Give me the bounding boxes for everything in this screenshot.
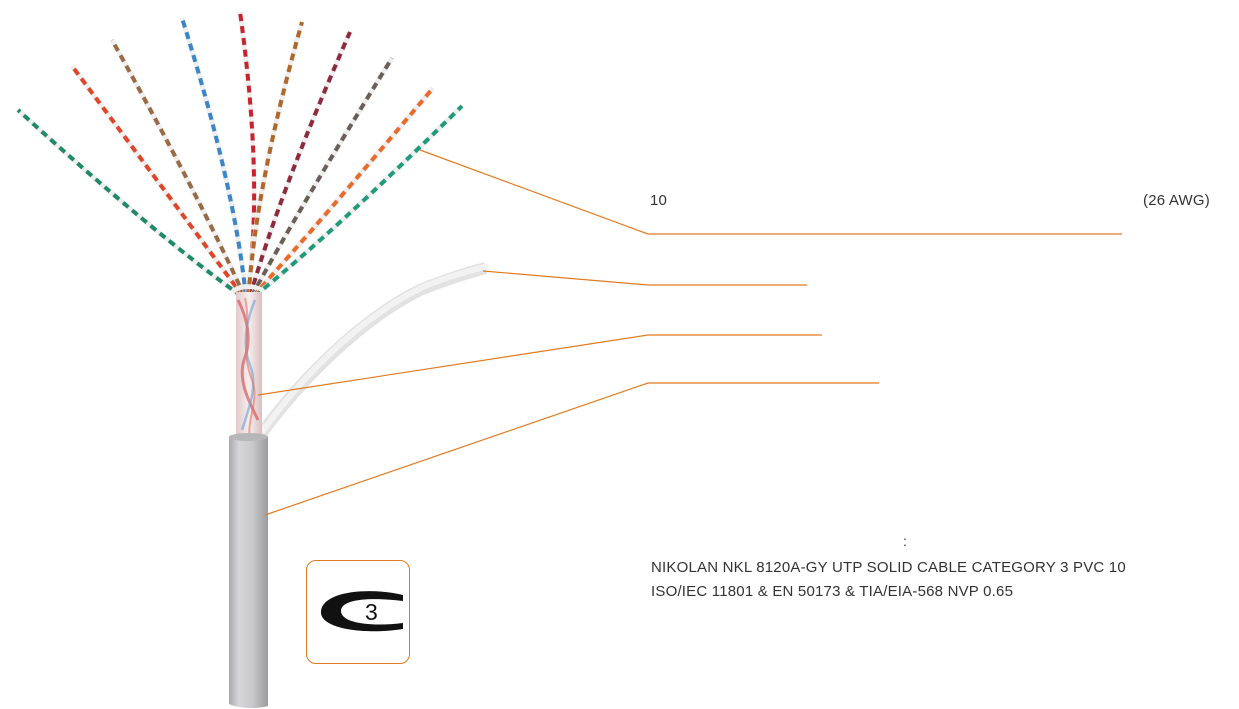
callout-line-film: [257, 334, 822, 396]
wire-colored: [180, 17, 248, 297]
rip-cord: [253, 262, 489, 442]
callout-line-jacket: [264, 382, 879, 516]
wire-white: [16, 108, 243, 299]
category-3-badge: 3: [306, 560, 410, 664]
core-bundle: [234, 292, 264, 442]
wire-gauge-label: (26 AWG): [1143, 192, 1210, 209]
category-swoosh-icon: [320, 591, 403, 632]
pvc-jacket: [229, 433, 268, 709]
callout-line-pairs: [419, 149, 1122, 235]
pairs-count-label: 10: [650, 192, 668, 209]
wire-colored: [246, 21, 304, 297]
cable-marking-line-2: ISO/IEC 11801 & EN 50173 & TIA/EIA-568 N…: [651, 583, 1014, 600]
cable-marking-line-1: NIKOLAN NKL 8120A-GY UTP SOLID CABLE CAT…: [651, 559, 1126, 576]
category-number: 3: [365, 599, 378, 625]
wire-colored: [248, 31, 352, 297]
marking-heading-colon: :: [903, 533, 908, 549]
wire-colored: [249, 56, 394, 297]
wire-colored: [253, 104, 464, 298]
wire-colored: [110, 39, 247, 297]
wire-colored: [70, 64, 245, 298]
wire-pairs: [16, 11, 464, 299]
callout-lines: [257, 149, 1122, 516]
wire-colored: [16, 108, 243, 298]
wire-colored: [251, 86, 435, 298]
callout-line-ripcord: [482, 270, 807, 286]
